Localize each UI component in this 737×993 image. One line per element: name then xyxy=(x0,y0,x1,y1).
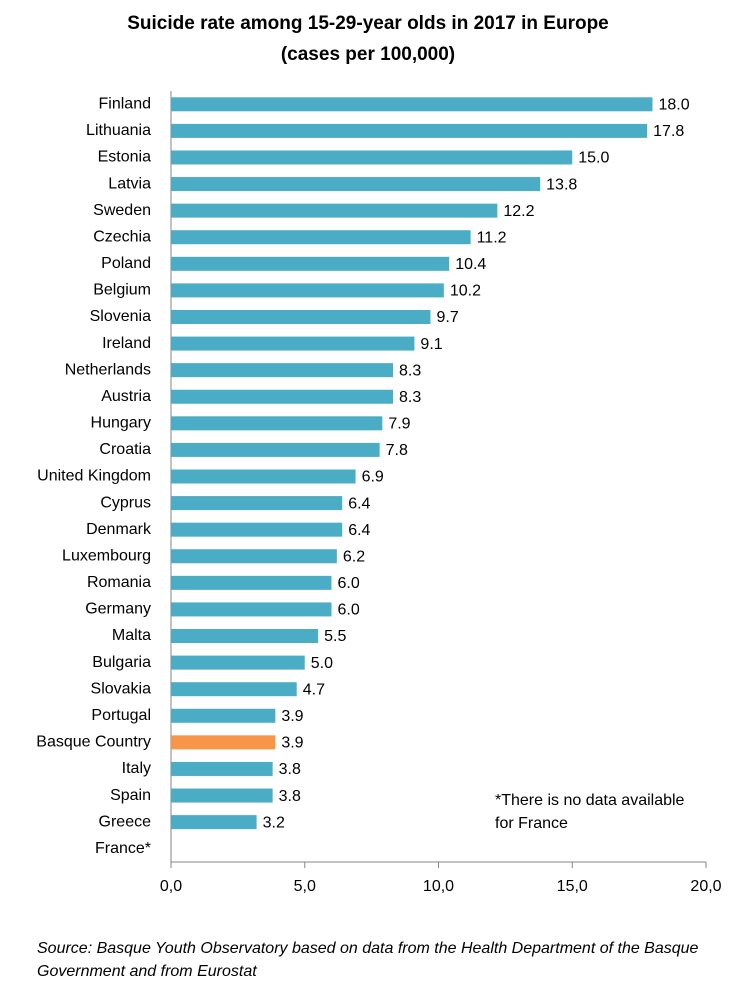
chart-title: Suicide rate among 15-29-year olds in 20… xyxy=(127,13,609,34)
value-label: 3.8 xyxy=(279,761,301,778)
value-label: 8.3 xyxy=(399,362,421,379)
value-label: 8.3 xyxy=(399,389,421,406)
y-tick-label: Slovakia xyxy=(91,680,152,697)
bar xyxy=(171,496,343,511)
value-label: 6.0 xyxy=(338,575,360,592)
x-tick-label: 15,0 xyxy=(557,878,588,895)
bar xyxy=(171,602,332,617)
y-tick-label: Ireland xyxy=(102,335,151,352)
y-tick-label: Hungary xyxy=(91,415,151,432)
value-label: 10.4 xyxy=(455,256,486,273)
y-tick-label: Czechia xyxy=(93,228,151,245)
value-label: 11.2 xyxy=(477,229,507,246)
bar xyxy=(171,150,573,165)
y-tick-label: Croatia xyxy=(99,441,151,458)
value-label: 12.2 xyxy=(503,203,534,220)
bar xyxy=(171,655,305,670)
x-tick-label: 0,0 xyxy=(160,878,182,895)
y-tick-label: United Kingdom xyxy=(37,468,151,485)
value-label: 7.9 xyxy=(388,416,410,433)
value-label: 17.8 xyxy=(653,123,684,140)
value-label: 5.0 xyxy=(311,655,333,672)
y-tick-label: Netherlands xyxy=(65,361,151,378)
bar xyxy=(171,97,653,112)
bar xyxy=(171,761,273,776)
value-label: 6.4 xyxy=(348,495,370,512)
bar xyxy=(171,336,415,351)
y-tick-label: Finland xyxy=(99,96,151,113)
bar xyxy=(171,203,498,218)
y-tick-label: Belgium xyxy=(93,282,151,299)
bar xyxy=(171,682,297,697)
y-tick-label: Austria xyxy=(101,388,151,405)
value-label: 13.8 xyxy=(546,176,577,193)
x-tick-label: 5,0 xyxy=(294,878,316,895)
y-tick-label: Spain xyxy=(110,787,151,804)
value-label: 3.2 xyxy=(263,814,285,831)
bar xyxy=(171,815,257,830)
value-label: 3.9 xyxy=(281,735,303,752)
value-label: 9.1 xyxy=(420,336,442,353)
y-tick-label: Luxembourg xyxy=(62,547,151,564)
value-label: 6.2 xyxy=(343,548,365,565)
bar xyxy=(171,442,380,457)
y-tick-label: Basque Country xyxy=(36,734,151,751)
value-label: 4.7 xyxy=(303,681,325,698)
value-label: 15.0 xyxy=(578,150,609,167)
bar xyxy=(171,283,444,298)
bar xyxy=(171,309,431,324)
y-tick-label: Estonia xyxy=(98,149,151,166)
source-note: Source: Basque Youth Observatory based o… xyxy=(37,940,699,980)
y-tick-label: Italy xyxy=(122,760,151,777)
y-tick-label: Portugal xyxy=(91,707,151,724)
bar xyxy=(171,788,273,803)
bar xyxy=(171,123,648,138)
y-tick-label: Sweden xyxy=(93,202,151,219)
bar xyxy=(171,256,450,271)
bar xyxy=(171,389,394,404)
bar xyxy=(171,469,356,484)
bar xyxy=(171,363,394,378)
annotation: *There is no data available for France xyxy=(495,792,685,832)
y-tick-label: Lithuania xyxy=(86,122,151,139)
y-tick-label: Denmark xyxy=(86,521,152,538)
bar xyxy=(171,629,319,644)
x-tick-label: 10,0 xyxy=(423,878,454,895)
x-tick-label: 20,0 xyxy=(690,878,721,895)
value-label: 6.9 xyxy=(362,469,384,486)
y-tick-label: Greece xyxy=(99,813,152,830)
y-tick-label: Bulgaria xyxy=(92,654,151,671)
bar xyxy=(171,708,276,723)
value-label: 10.2 xyxy=(450,283,481,300)
bar xyxy=(171,416,383,431)
value-label: 7.8 xyxy=(386,442,408,459)
y-tick-label: Cyprus xyxy=(100,494,151,511)
chart-subtitle: (cases per 100,000) xyxy=(281,44,455,65)
y-tick-label: Romania xyxy=(87,574,151,591)
value-label: 3.9 xyxy=(281,708,303,725)
value-label: 3.8 xyxy=(279,788,301,805)
y-tick-label: Slovenia xyxy=(90,308,151,325)
value-label: 5.5 xyxy=(324,628,346,645)
bar xyxy=(171,230,471,245)
value-label: 6.0 xyxy=(338,602,360,619)
value-label: 18.0 xyxy=(659,97,690,114)
y-tick-label: Latvia xyxy=(108,175,151,192)
value-label: 9.7 xyxy=(436,309,458,326)
bar xyxy=(171,735,276,750)
bar xyxy=(171,177,541,192)
y-tick-label: Poland xyxy=(101,255,151,272)
y-tick-label: Malta xyxy=(112,627,151,644)
bar xyxy=(171,575,332,590)
bar xyxy=(171,522,343,537)
bar xyxy=(171,549,337,564)
y-tick-label: Germany xyxy=(85,601,151,618)
y-tick-label: France* xyxy=(95,840,151,857)
value-label: 6.4 xyxy=(348,522,370,539)
